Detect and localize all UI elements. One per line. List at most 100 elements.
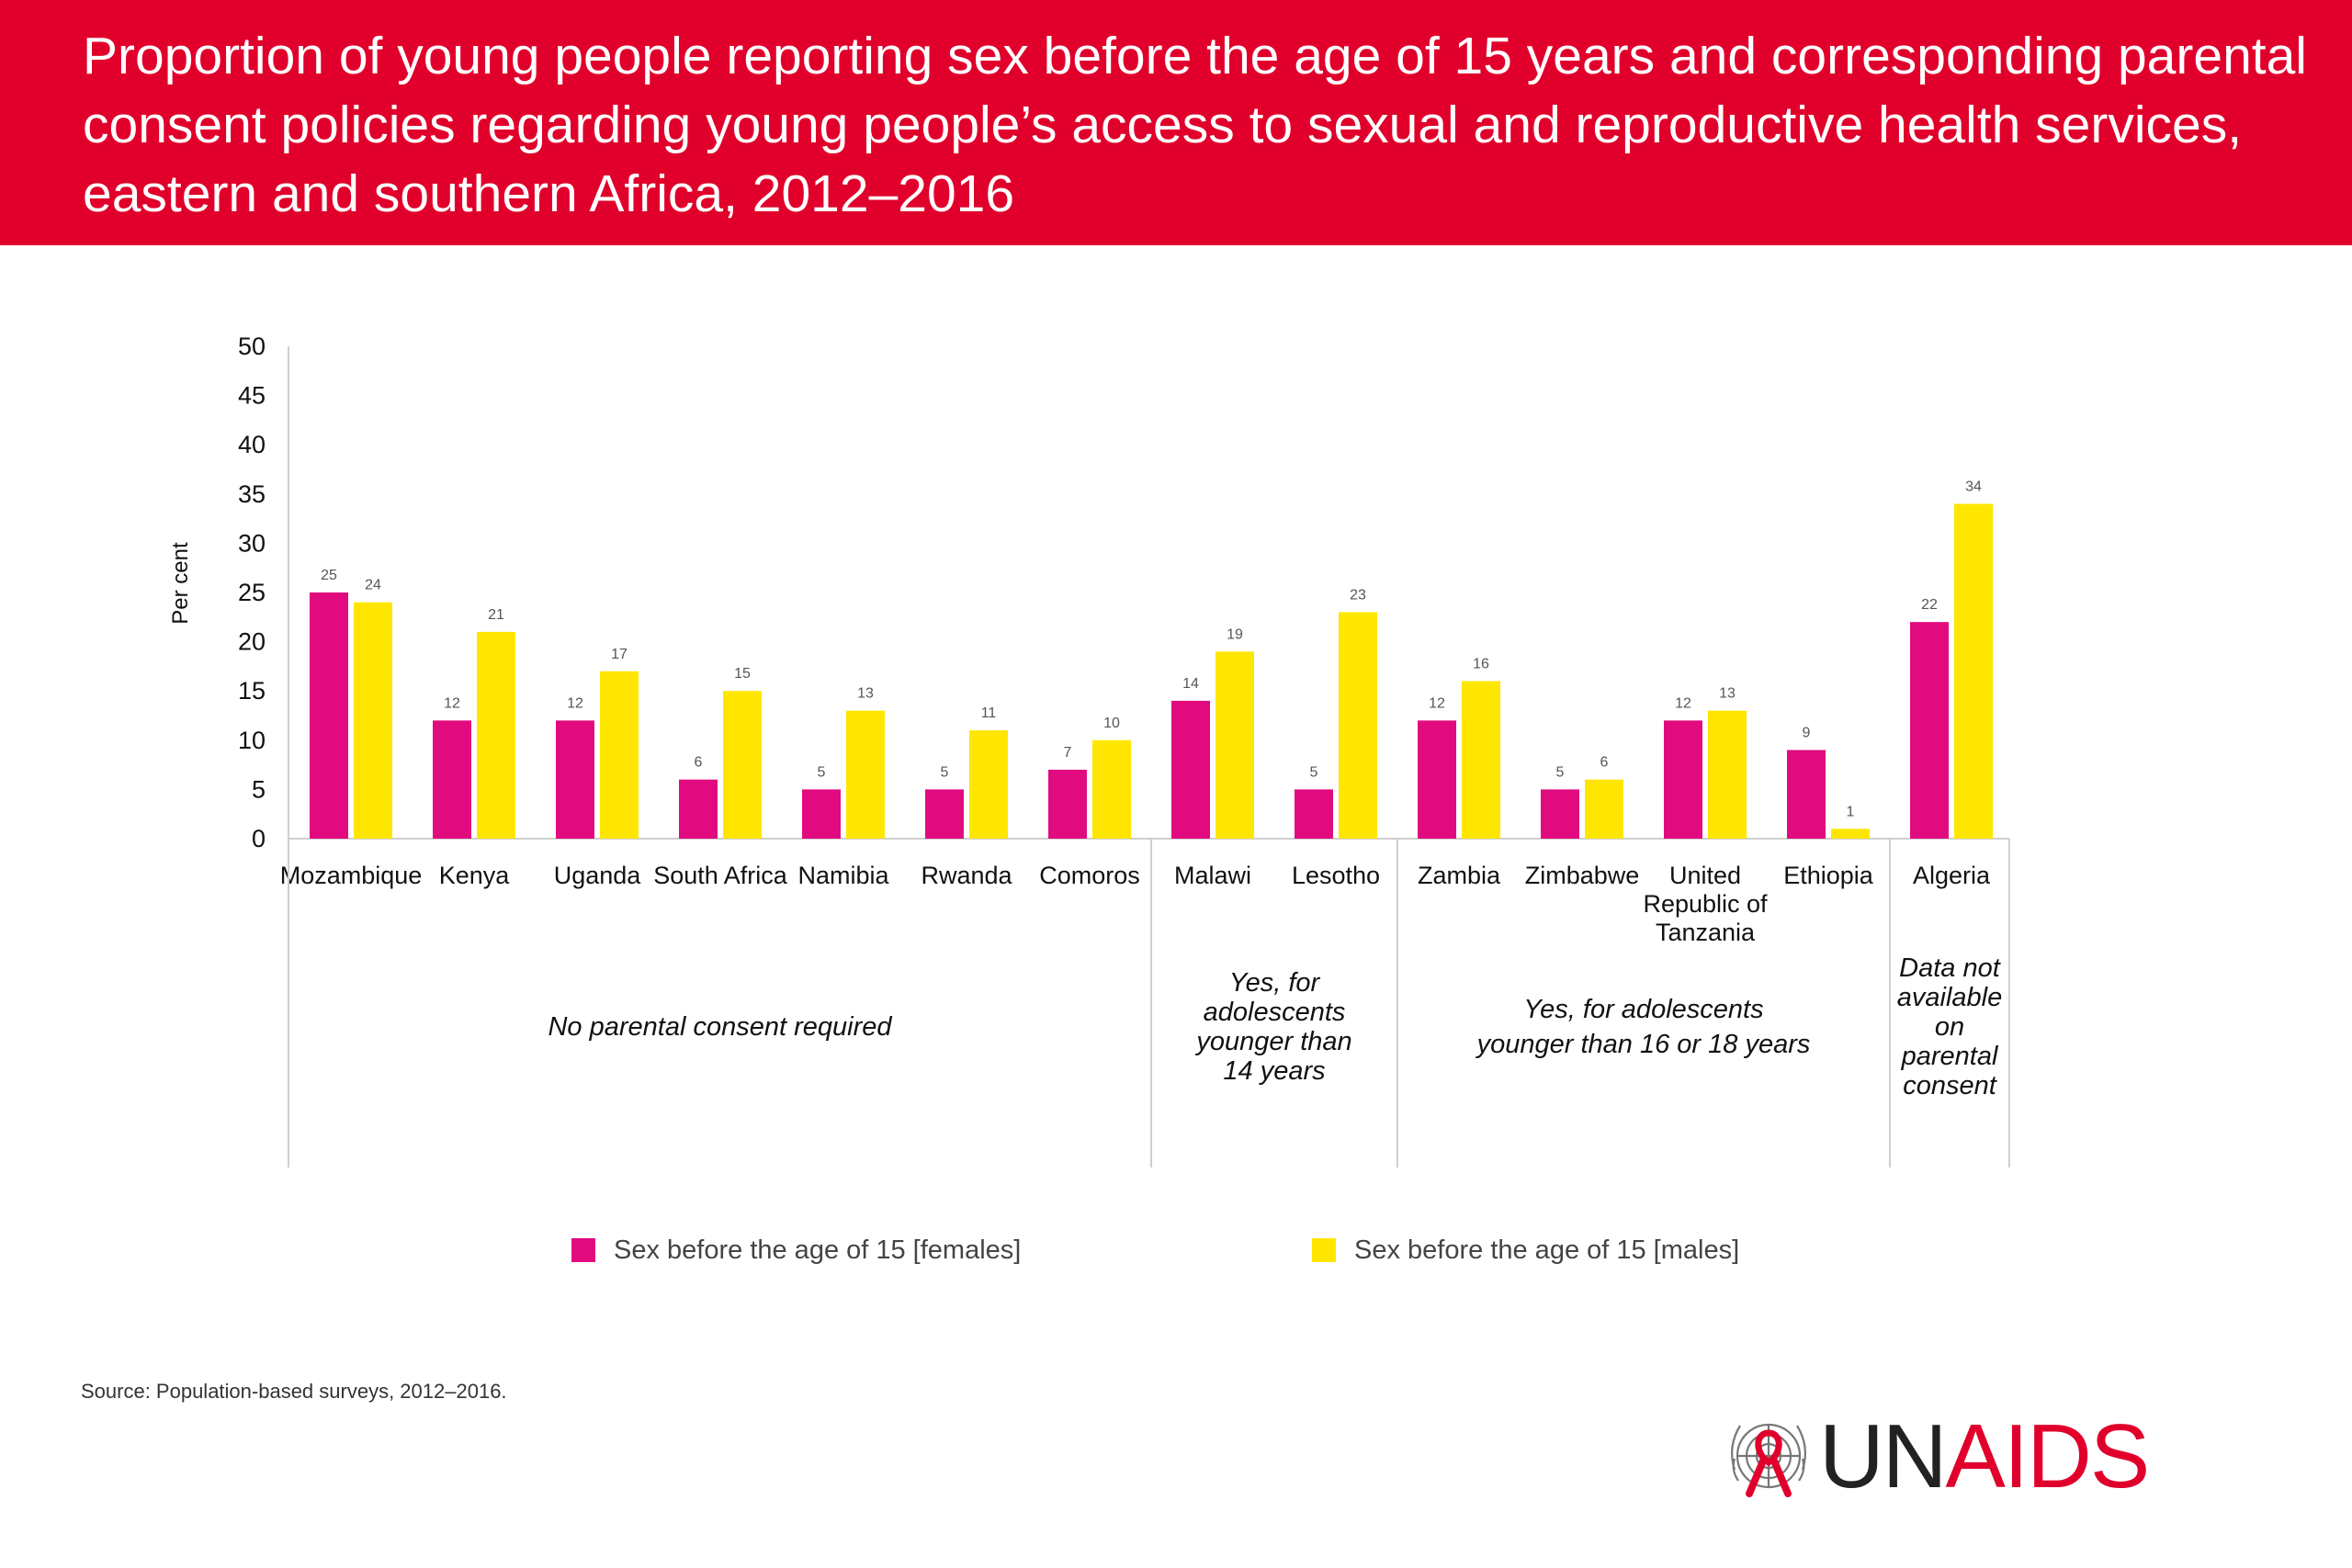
category-label: Republic of (1643, 890, 1768, 918)
bar-females (556, 720, 594, 839)
bar-value-label: 21 (488, 607, 504, 623)
unaids-wordmark: UNAIDS (1819, 1409, 2150, 1503)
bar-value-label: 6 (1600, 755, 1609, 771)
category-label: Rwanda (921, 862, 1012, 889)
bar-males (969, 730, 1008, 839)
category-label: Comoros (1039, 862, 1140, 889)
un-emblem-red-ribbon-icon (1730, 1423, 1807, 1497)
bar-males (1092, 739, 1131, 839)
y-tick-label: 35 (238, 480, 266, 508)
bar-females (1295, 789, 1333, 839)
bar-males (1585, 779, 1623, 839)
y-tick-label: 45 (238, 382, 266, 410)
bar-males (1339, 612, 1377, 839)
bar-value-label: 5 (941, 764, 949, 780)
bar-females (802, 789, 841, 839)
category-label: Zambia (1418, 862, 1501, 889)
group-label: Yes, for adolescents (1523, 995, 1763, 1024)
bar-females (433, 720, 471, 839)
category-label: Zimbabwe (1525, 862, 1640, 889)
bar-females (1171, 700, 1210, 839)
bar-value-label: 12 (567, 695, 583, 711)
bar-females (1910, 622, 1949, 839)
chart-legend: Sex before the age of 15 [females] Sex b… (571, 1227, 1858, 1273)
bar-value-label: 23 (1350, 587, 1366, 603)
bar-males (723, 691, 762, 839)
y-tick-label: 40 (238, 431, 266, 458)
bar-value-label: 7 (1064, 745, 1072, 761)
bar-males (846, 710, 885, 839)
source-note: Source: Population-based surveys, 2012–2… (81, 1380, 507, 1403)
bar-value-label: 34 (1965, 479, 1982, 495)
y-axis-label: Per cent (168, 542, 193, 625)
group-label: Data not (1899, 953, 2002, 983)
group-label: 14 years (1223, 1056, 1325, 1086)
bar-males (1708, 710, 1747, 839)
bar-value-label: 19 (1227, 626, 1243, 642)
bar-value-label: 25 (321, 568, 337, 583)
y-tick-label: 50 (238, 333, 266, 360)
category-label: Tanzania (1656, 919, 1756, 946)
y-tick-label: 25 (238, 579, 266, 606)
bar-value-label: 24 (365, 578, 381, 593)
legend-item-males: Sex before the age of 15 [males] (1312, 1227, 1739, 1273)
y-tick-label: 0 (252, 825, 266, 852)
legend-label-females: Sex before the age of 15 [females] (614, 1235, 1022, 1265)
group-label: Yes, for (1229, 968, 1321, 998)
bar-females (925, 789, 964, 839)
group-label: available (1897, 983, 2002, 1012)
group-label: parental (1901, 1042, 1999, 1071)
bar-value-label: 12 (444, 695, 460, 711)
group-label: No parental consent required (548, 1012, 892, 1042)
bar-value-label: 12 (1675, 695, 1691, 711)
category-label: Algeria (1913, 862, 1991, 889)
bar-males (1954, 503, 1993, 839)
chart-title: Proportion of young people reporting sex… (83, 27, 2307, 223)
group-label: on (1935, 1012, 1964, 1042)
bar-females (679, 779, 718, 839)
bar-value-label: 6 (695, 755, 703, 771)
bar-females (1048, 769, 1087, 839)
y-tick-label: 15 (238, 677, 266, 705)
bar-value-label: 15 (734, 666, 751, 682)
bar-value-label: 5 (1556, 764, 1565, 780)
category-label: United (1669, 862, 1741, 889)
bar-value-label: 9 (1803, 726, 1811, 741)
bar-value-label: 22 (1921, 597, 1938, 613)
category-label: Kenya (439, 862, 511, 889)
y-tick-label: 30 (238, 529, 266, 557)
logo-aids-text: AIDS (1945, 1405, 2151, 1506)
bar-males (477, 631, 515, 839)
bar-females (1541, 789, 1579, 839)
bar-value-label: 13 (857, 686, 874, 702)
bar-males (1831, 829, 1870, 839)
bar-females (1787, 750, 1826, 839)
legend-swatch-males (1312, 1238, 1336, 1262)
title-banner: Proportion of young people reporting sex… (0, 0, 2352, 245)
category-label: Lesotho (1292, 862, 1380, 889)
category-label: Malawi (1174, 862, 1251, 889)
category-label: Uganda (554, 862, 642, 889)
group-label: consent (1903, 1071, 1998, 1100)
bar-males (600, 671, 639, 839)
legend-item-females: Sex before the age of 15 [females] (571, 1227, 1021, 1273)
bar-value-label: 17 (611, 647, 628, 662)
category-label: Mozambique (280, 862, 423, 889)
y-tick-label: 10 (238, 727, 266, 754)
group-label: younger than 16 or 18 years (1476, 1030, 1811, 1059)
unaids-logo: UNAIDS (1718, 1405, 2177, 1506)
bar-value-label: 13 (1719, 686, 1736, 702)
logo-un-text: UN (1819, 1405, 1948, 1506)
bar-males (1216, 651, 1254, 839)
bar-value-label: 14 (1182, 676, 1199, 692)
bar-value-label: 5 (1310, 764, 1318, 780)
bar-value-label: 5 (818, 764, 826, 780)
bar-males (1462, 681, 1500, 839)
y-tick-label: 5 (252, 775, 266, 803)
bar-value-label: 10 (1103, 716, 1120, 731)
group-label: younger than (1194, 1027, 1351, 1056)
category-label: South Africa (653, 862, 788, 889)
legend-swatch-females (571, 1238, 595, 1262)
group-label: adolescents (1204, 998, 1346, 1027)
